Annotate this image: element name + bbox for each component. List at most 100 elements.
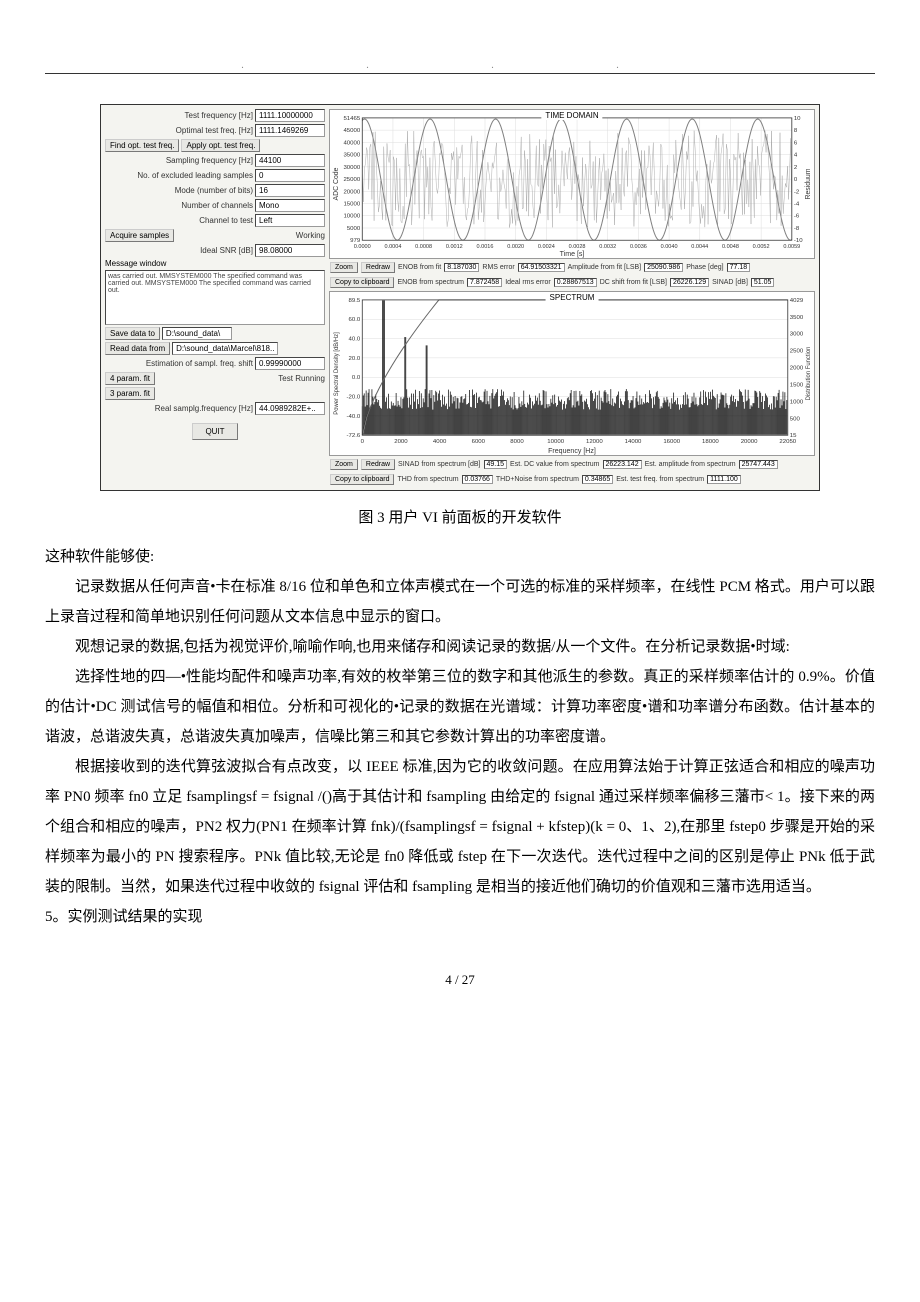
message-window[interactable]: was carried out. MMSYSTEM000 The specifi… bbox=[105, 270, 325, 325]
svg-text:1500: 1500 bbox=[790, 383, 804, 389]
svg-text:0.0036: 0.0036 bbox=[630, 244, 647, 250]
svg-text:0.0052: 0.0052 bbox=[753, 244, 770, 250]
est-dc-value: 26223.142 bbox=[603, 460, 642, 469]
svg-text:5000: 5000 bbox=[347, 226, 361, 232]
sinad-sp-value: 49.15 bbox=[484, 460, 508, 469]
svg-text:14000: 14000 bbox=[625, 439, 642, 445]
find-opt-button[interactable]: Find opt. test freq. bbox=[105, 139, 179, 152]
svg-text:45000: 45000 bbox=[343, 128, 360, 134]
ideal-rms-label: Ideal rms error bbox=[505, 279, 551, 286]
real-sampl-label: Real samplg.frequency [Hz] bbox=[105, 404, 253, 413]
ideal-snr-label: Ideal SNR [dB] bbox=[105, 246, 253, 255]
svg-text:4000: 4000 bbox=[433, 439, 447, 445]
read-path[interactable]: D:\sound_data\Marcel\818.. bbox=[172, 342, 278, 355]
time-metrics-row2: Copy to clipboard ENOB from spectrum7.87… bbox=[329, 276, 815, 289]
time-metrics-row1: Zoom Redraw ENOB from fit8.187030 RMS er… bbox=[329, 261, 815, 274]
save-button[interactable]: Save data to bbox=[105, 327, 160, 340]
rms-value: 64.91503321 bbox=[518, 263, 565, 272]
page-footer: 4 / 27 bbox=[45, 972, 875, 988]
svg-text:Time [s]: Time [s] bbox=[560, 251, 585, 258]
mode-value[interactable]: 16 bbox=[255, 184, 325, 197]
svg-text:0.0000: 0.0000 bbox=[354, 244, 371, 250]
svg-text:500: 500 bbox=[790, 416, 801, 422]
zoom-button-2[interactable]: Zoom bbox=[330, 459, 358, 470]
svg-text:0.0020: 0.0020 bbox=[507, 244, 524, 250]
save-path[interactable]: D:\sound_data\ bbox=[162, 327, 232, 340]
svg-text:20.0: 20.0 bbox=[349, 356, 361, 362]
working-label: Working bbox=[176, 231, 325, 240]
control-panel: Test frequency [Hz]1111.10000000 Optimal… bbox=[105, 109, 325, 486]
body-text: 这种软件能够使: 记录数据从任何声音•卡在标准 8/16 位和单色和立体声模式在… bbox=[45, 542, 875, 932]
spec-metrics-row1: Zoom Redraw SINAD from spectrum [dB]49.1… bbox=[329, 458, 815, 471]
svg-text:10000: 10000 bbox=[547, 439, 564, 445]
svg-text:-8: -8 bbox=[794, 226, 800, 232]
svg-text:25000: 25000 bbox=[343, 177, 360, 183]
est-shift-value[interactable]: 0.99990000 bbox=[255, 357, 325, 370]
redraw-button-2[interactable]: Redraw bbox=[361, 459, 395, 470]
svg-text:51465: 51465 bbox=[343, 116, 360, 122]
time-domain-chart: TIME DOMAIN 5146545000400003500030000250… bbox=[329, 109, 815, 259]
svg-text:0: 0 bbox=[361, 439, 365, 445]
svg-text:16000: 16000 bbox=[663, 439, 680, 445]
svg-text:10: 10 bbox=[794, 116, 801, 122]
svg-text:35000: 35000 bbox=[343, 153, 360, 159]
svg-text:0.0008: 0.0008 bbox=[415, 244, 432, 250]
channel-test-value[interactable]: Left bbox=[255, 214, 325, 227]
svg-text:8: 8 bbox=[794, 128, 798, 134]
svg-text:6: 6 bbox=[794, 140, 798, 146]
svg-text:15000: 15000 bbox=[343, 202, 360, 208]
excluded-value[interactable]: 0 bbox=[255, 169, 325, 182]
svg-text:Frequency [Hz]: Frequency [Hz] bbox=[548, 448, 596, 455]
channel-test-label: Channel to test bbox=[105, 216, 253, 225]
channels-label: Number of channels bbox=[105, 201, 253, 210]
thd-label: THD from spectrum bbox=[397, 476, 458, 483]
para-3: 观想记录的数据,包括为视觉评价,喻喻作响,也用来储存和阅读记录的数据/从一个文件… bbox=[45, 632, 875, 662]
svg-text:20000: 20000 bbox=[741, 439, 758, 445]
test-freq-value[interactable]: 1111.10000000 bbox=[255, 109, 325, 122]
charts-panel: TIME DOMAIN 5146545000400003500030000250… bbox=[329, 109, 815, 486]
zoom-button[interactable]: Zoom bbox=[330, 262, 358, 273]
spec-metrics-row2: Copy to clipboard THD from spectrum 0.037… bbox=[329, 473, 815, 486]
sampling-value[interactable]: 44100 bbox=[255, 154, 325, 167]
svg-text:18000: 18000 bbox=[702, 439, 719, 445]
est-freq-value: 1111.100 bbox=[707, 475, 741, 484]
svg-text:-40.0: -40.0 bbox=[347, 414, 361, 420]
svg-text:40000: 40000 bbox=[343, 140, 360, 146]
spectrum-chart-title: SPECTRUM bbox=[546, 293, 599, 302]
enob-sp-label: ENOB from spectrum bbox=[397, 279, 464, 286]
svg-text:-2: -2 bbox=[794, 189, 800, 195]
para-6: 5。实例测试结果的实现 bbox=[45, 902, 875, 932]
svg-text:2500: 2500 bbox=[790, 349, 804, 355]
svg-text:0.0040: 0.0040 bbox=[661, 244, 678, 250]
svg-text:3000: 3000 bbox=[790, 332, 804, 338]
svg-text:30000: 30000 bbox=[343, 165, 360, 171]
svg-text:Distribution Function: Distribution Function bbox=[806, 347, 812, 401]
acquire-button[interactable]: Acquire samples bbox=[105, 229, 174, 242]
4param-button[interactable]: 4 param. fit bbox=[105, 372, 155, 385]
svg-text:0.0024: 0.0024 bbox=[538, 244, 555, 250]
svg-text:4: 4 bbox=[794, 153, 798, 159]
msg-title: Message window bbox=[105, 259, 325, 268]
thd-value: 0.03766 bbox=[462, 475, 493, 484]
svg-text:2000: 2000 bbox=[790, 366, 804, 372]
est-amp-value: 25747.443 bbox=[739, 460, 778, 469]
sinad-label: SINAD [dB] bbox=[712, 279, 748, 286]
svg-text:22050: 22050 bbox=[779, 439, 796, 445]
apply-opt-button[interactable]: Apply opt. test freq. bbox=[181, 139, 260, 152]
read-button[interactable]: Read data from bbox=[105, 342, 170, 355]
copy-clipboard-button-2[interactable]: Copy to clipboard bbox=[330, 474, 394, 485]
copy-clipboard-button[interactable]: Copy to clipboard bbox=[330, 277, 394, 288]
figure-caption: 图 3 用户 VI 前面板的开发软件 bbox=[45, 506, 875, 527]
svg-text:6000: 6000 bbox=[472, 439, 486, 445]
3param-button[interactable]: 3 param. fit bbox=[105, 387, 155, 400]
redraw-button[interactable]: Redraw bbox=[361, 262, 395, 273]
svg-text:12000: 12000 bbox=[586, 439, 603, 445]
svg-text:0.0044: 0.0044 bbox=[691, 244, 708, 250]
real-sampl-value[interactable]: 44.0989282E+.. bbox=[255, 402, 325, 415]
ideal-rms-value: 0.28867513 bbox=[554, 278, 597, 287]
channels-value[interactable]: Mono bbox=[255, 199, 325, 212]
svg-text:-6: -6 bbox=[794, 214, 800, 220]
svg-text:0.0: 0.0 bbox=[352, 375, 361, 381]
svg-text:0.0048: 0.0048 bbox=[722, 244, 739, 250]
quit-button[interactable]: QUIT bbox=[192, 423, 237, 440]
